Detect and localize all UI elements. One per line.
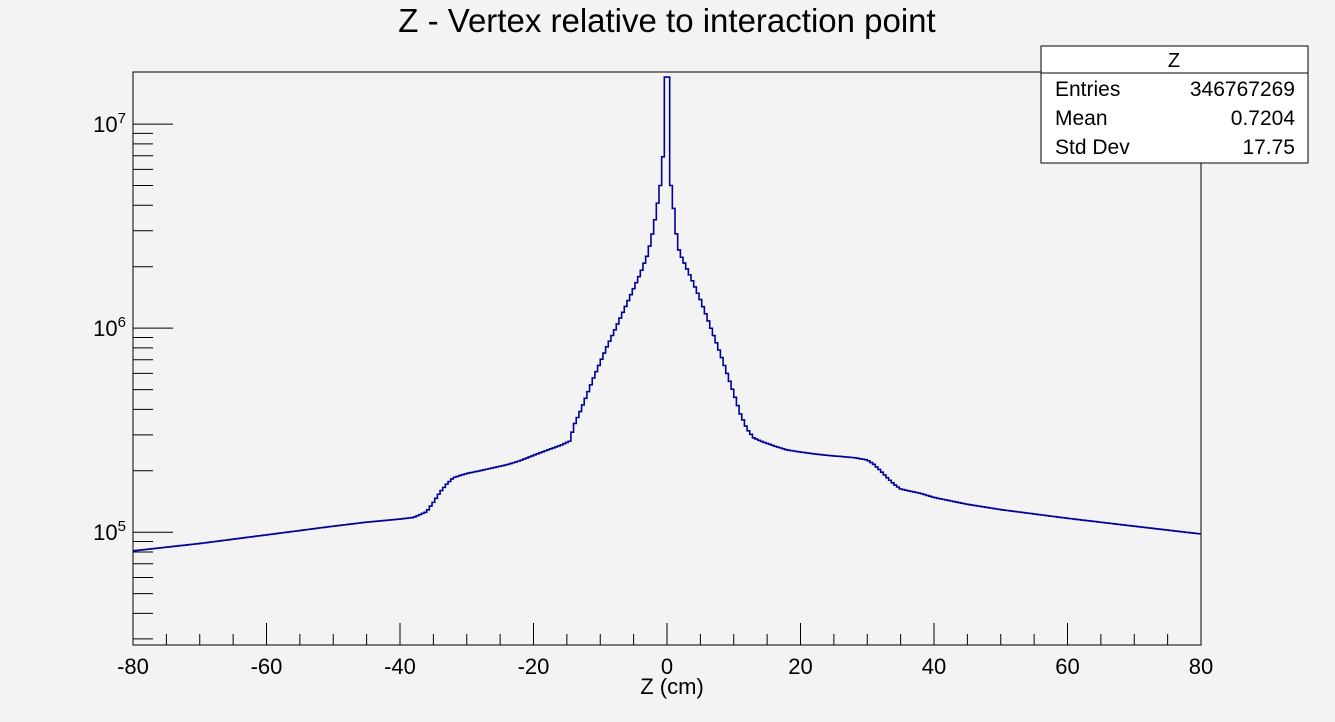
stats-label-entries: Entries bbox=[1055, 78, 1120, 101]
chart-title: Z - Vertex relative to interaction point bbox=[398, 2, 935, 39]
x-tick-label: 40 bbox=[922, 654, 946, 679]
x-tick-label: 20 bbox=[788, 654, 812, 679]
x-tick-label: 80 bbox=[1189, 654, 1213, 679]
x-tick-label: -20 bbox=[518, 654, 550, 679]
stats-label-mean: Mean bbox=[1055, 107, 1108, 130]
y-tick-label: 105 bbox=[93, 518, 126, 545]
y-tick-label: 106 bbox=[93, 314, 126, 341]
y-tick-label: 107 bbox=[93, 110, 126, 137]
stats-box: Z Entries 346767269 Mean 0.7204 Std Dev … bbox=[1040, 45, 1309, 164]
x-tick-label: -80 bbox=[117, 654, 149, 679]
x-tick-label: -40 bbox=[384, 654, 416, 679]
y-axis: 105 106 107 bbox=[93, 110, 173, 640]
histogram-series-line bbox=[133, 76, 1201, 552]
x-axis: -80 -60 -40 -20 0 20 40 60 80 bbox=[117, 623, 1213, 679]
stats-box-frame bbox=[1040, 45, 1309, 164]
x-tick-label: 60 bbox=[1055, 654, 1079, 679]
x-tick-label: -60 bbox=[251, 654, 283, 679]
stats-value-stddev: 17.75 bbox=[1242, 136, 1295, 159]
stats-value-mean: 0.7204 bbox=[1231, 107, 1296, 130]
stats-value-entries: 346767269 bbox=[1190, 78, 1295, 101]
stats-label-stddev: Std Dev bbox=[1055, 136, 1130, 159]
x-tick-label: 0 bbox=[661, 654, 673, 679]
stats-box-title: Z bbox=[1168, 50, 1180, 72]
x-axis-label: Z (cm) bbox=[640, 674, 704, 699]
